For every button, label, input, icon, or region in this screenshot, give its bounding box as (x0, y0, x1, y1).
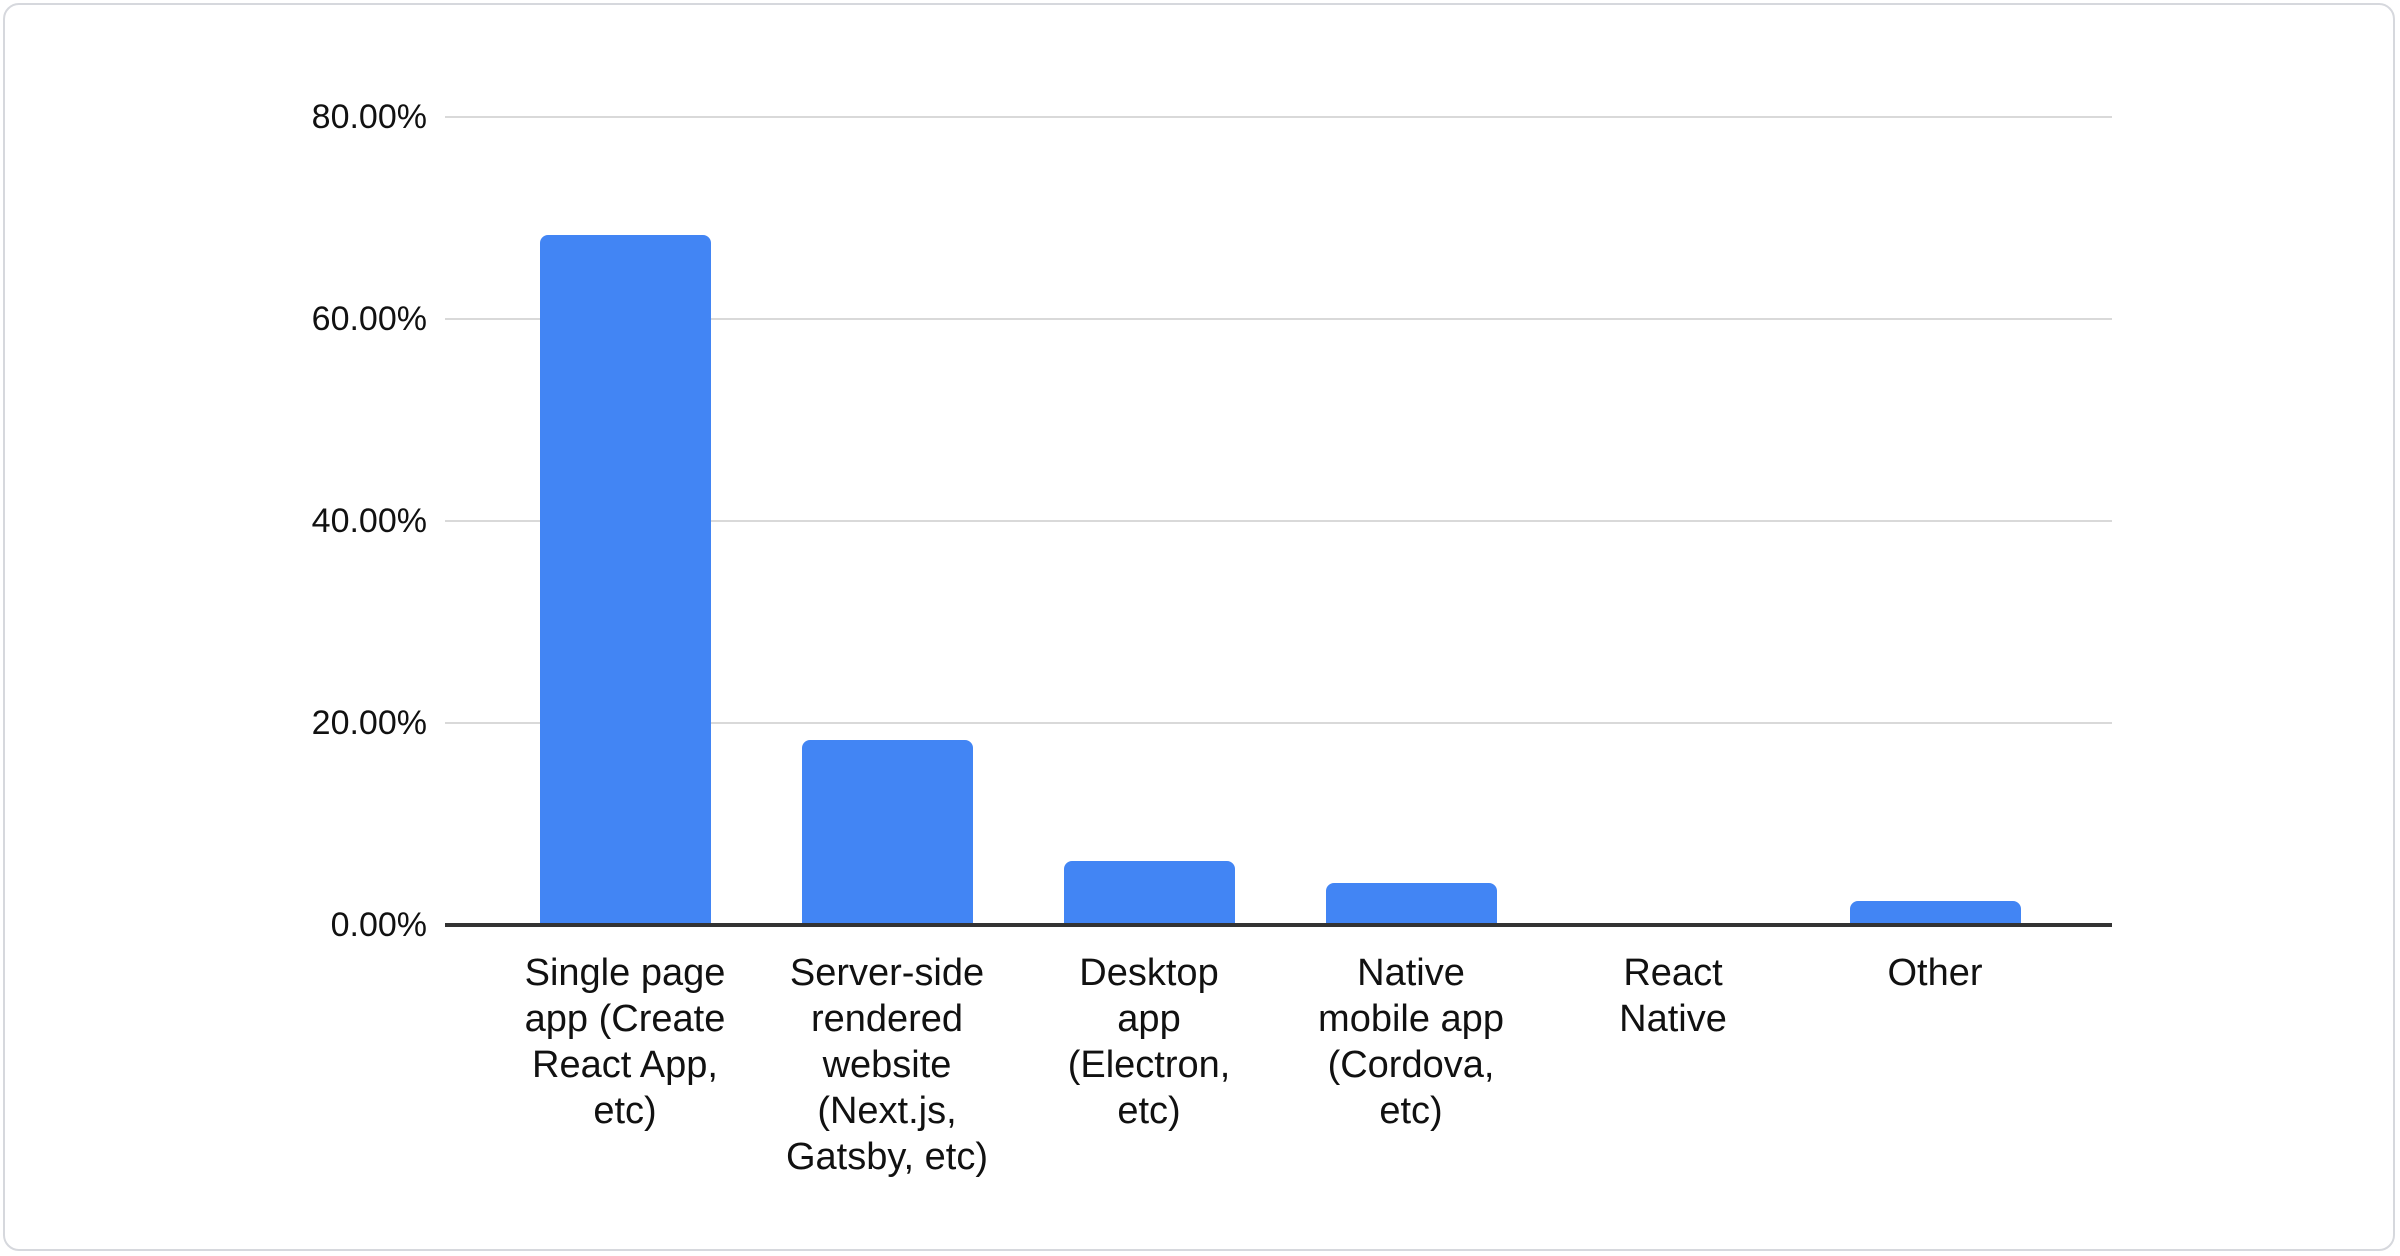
x-label-cell: Desktop app (Electron, etc) (1018, 950, 1280, 1180)
bar (801, 740, 973, 925)
bar-column (1280, 117, 1542, 925)
plot-area (445, 116, 2112, 927)
x-label-cell: Other (1804, 950, 2066, 1180)
bar (1063, 861, 1235, 925)
y-tick-label: 80.00% (311, 98, 427, 136)
bar (539, 235, 711, 925)
category-label: Desktop app (Electron, etc) (1067, 952, 1231, 1132)
x-label-cell: Single page app (Create React App, etc) (494, 950, 756, 1180)
category-label: Server-side rendered website (Next.js, G… (785, 952, 989, 1178)
x-label-cell: React Native (1542, 950, 1804, 1180)
bar (1325, 882, 1497, 925)
gridline (445, 116, 2112, 118)
bar-column (756, 117, 1018, 925)
bar (1849, 900, 2021, 925)
x-label-cell: Native mobile app (Cordova, etc) (1280, 950, 1542, 1180)
chart-card: 80.00% 60.00% 40.00% 20.00% 0.00% Single pag… (3, 3, 2395, 1251)
gridline (445, 318, 2112, 320)
gridline (445, 520, 2112, 522)
y-tick-label: 60.00% (311, 300, 427, 338)
bar-column (1018, 117, 1280, 925)
x-label-cell: Server-side rendered website (Next.js, G… (756, 950, 1018, 1180)
bar-column (1804, 117, 2066, 925)
x-axis-labels: Single page app (Create React App, etc) S… (445, 950, 2112, 1180)
y-tick-label: 0.00% (330, 906, 427, 944)
bars-row (445, 117, 2112, 925)
y-tick-label: 40.00% (311, 502, 427, 540)
category-label: React Native (1619, 952, 1727, 1040)
x-axis-line (445, 923, 2112, 927)
bar-column (494, 117, 756, 925)
category-label: Native mobile app (Cordova, etc) (1318, 952, 1504, 1132)
y-tick-label: 20.00% (311, 704, 427, 742)
category-label: Single page app (Create React App, etc) (524, 952, 726, 1132)
category-label: Other (1887, 952, 1983, 994)
bar-column (1542, 117, 1804, 925)
y-axis: 80.00% 60.00% 40.00% 20.00% 0.00% (183, 98, 427, 944)
gridline (445, 722, 2112, 724)
